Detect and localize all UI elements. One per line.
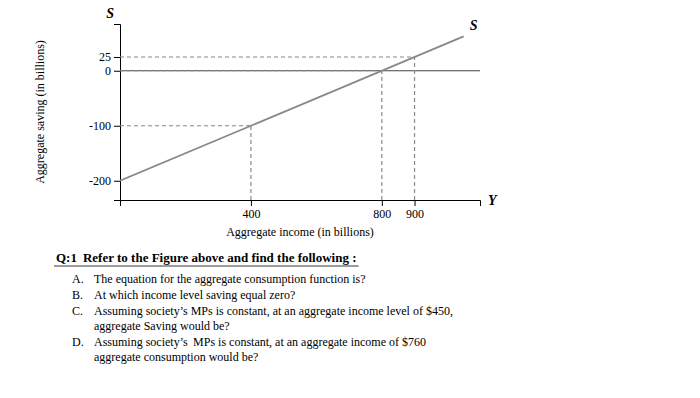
reference-line-horizontal — [120, 125, 251, 126]
question-item-label: C. — [72, 304, 83, 318]
marks — [120, 36, 480, 200]
question-item-text: Assuming society’s MPs is constant, at a… — [94, 304, 453, 318]
y-axis-symbol: S — [106, 6, 114, 21]
x-tick-mark — [382, 200, 383, 206]
x-tick: 400 — [242, 200, 260, 221]
question-item-label: B. — [72, 288, 83, 302]
question-item-text: aggregate consumption would be? — [94, 350, 258, 364]
y-tick: -100 — [89, 119, 120, 133]
reference-line-vertical — [250, 126, 251, 200]
question-item-text: At which income level saving equal zero? — [94, 288, 295, 302]
y-axis: 250 -100 -200 — [89, 25, 121, 201]
y-axis-line — [114, 25, 121, 201]
y-tick: 25 — [99, 50, 120, 64]
question-item-text: The equation for the aggregate consumpti… — [94, 272, 366, 286]
question-prompt: Refer to the Figure above and find the f… — [83, 250, 357, 265]
y-tick-mark — [114, 57, 120, 58]
question-item-label: D. — [72, 335, 84, 349]
y-tick-label: 0 — [105, 64, 111, 78]
saving-line — [120, 36, 464, 180]
question-item-text: Assuming society’s MPs is constant, at a… — [94, 335, 426, 349]
question-item-label: A. — [72, 272, 84, 286]
question-item-text: aggregate Saving would be? — [94, 319, 230, 333]
reference-line-horizontal — [120, 56, 415, 57]
reference-line-horizontal — [120, 70, 382, 71]
x-tick-label: 900 — [406, 207, 424, 221]
y-tick-mark — [114, 126, 120, 127]
zero-line — [120, 70, 480, 71]
x-tick-mark — [415, 200, 416, 206]
x-axis-title: Aggregate income (in billions) — [226, 225, 374, 239]
y-tick: 0 — [105, 64, 120, 78]
plot: 400 800 900 250 -100 -200 S Y S — [89, 6, 498, 221]
y-tick: -200 — [89, 174, 120, 188]
question-underline — [54, 266, 359, 267]
x-tick-label: 400 — [242, 207, 260, 221]
question-heading: Q:1 — [56, 250, 77, 265]
line-label: S — [470, 18, 478, 33]
y-axis-title: Aggregate saving (in billions) — [33, 40, 47, 184]
y-tick-label: -200 — [89, 174, 111, 188]
y-tick-mark — [114, 71, 120, 72]
reference-line-vertical — [414, 57, 415, 200]
x-axis-line — [121, 201, 481, 207]
x-axis: 400 800 900 — [121, 200, 481, 221]
y-tick-label: -100 — [89, 119, 111, 133]
reference-line-vertical — [381, 71, 382, 200]
x-tick-mark — [251, 200, 252, 206]
y-tick-label: 25 — [99, 50, 111, 64]
chart: 400 800 900 250 -100 -200 S Y S Aggregate income … — [0, 0, 700, 398]
x-tick: 900 — [406, 200, 424, 221]
y-tick-mark — [114, 181, 120, 182]
x-tick: 800 — [373, 200, 391, 221]
x-axis-symbol: Y — [488, 193, 498, 208]
x-tick-label: 800 — [373, 207, 391, 221]
